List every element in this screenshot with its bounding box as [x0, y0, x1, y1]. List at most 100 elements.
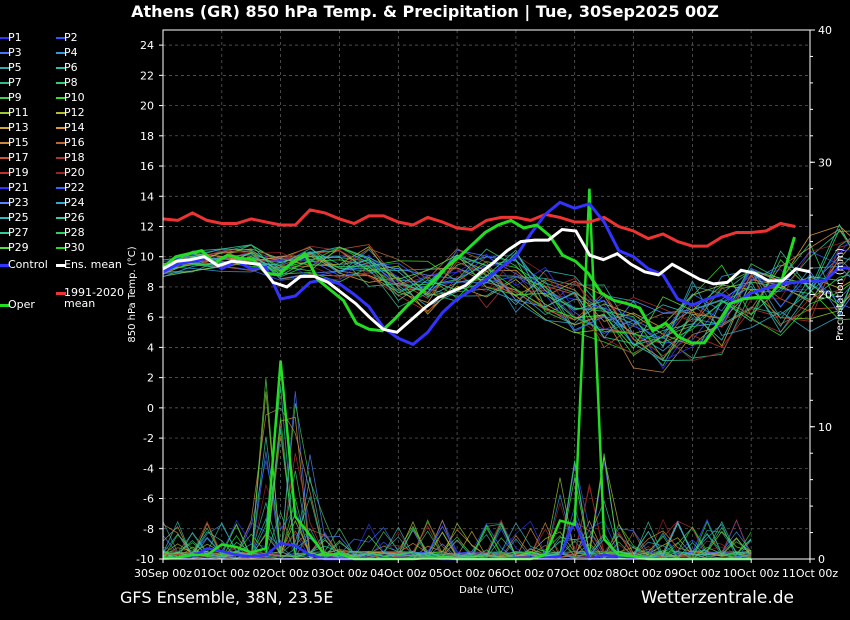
ensemble-members [162, 223, 850, 373]
x-tick-label: 07Oct 00z [547, 567, 604, 580]
model-info: GFS Ensemble, 38N, 23.5E [120, 588, 334, 607]
legend-swatch [56, 247, 66, 249]
legend-label: P8 [64, 76, 78, 89]
legend-label: P25 [8, 211, 29, 224]
legend-swatch [56, 187, 66, 189]
legend-label: P26 [64, 211, 85, 224]
member-line-p29 [162, 246, 850, 350]
y-tick-label: 24 [140, 39, 154, 52]
x-tick-label: 05Oct 00z [429, 567, 486, 580]
legend-label: P14 [64, 121, 85, 134]
y-tick-label: 2 [147, 372, 154, 385]
legend-swatch [56, 52, 66, 54]
legend-label: P13 [8, 121, 29, 134]
legend-swatch [0, 97, 10, 99]
legend-label: P10 [64, 91, 85, 104]
clim-mean-line [162, 208, 796, 248]
member-line-p27 [162, 223, 850, 362]
member-line-p5 [162, 250, 850, 347]
member-line-p6 [162, 237, 850, 339]
y-tick-label: 22 [140, 69, 154, 82]
legend-label: P6 [64, 61, 78, 74]
legend-swatch [56, 142, 66, 144]
x-tick-label: 09Oct 00z [664, 567, 721, 580]
legend-swatch [0, 82, 10, 84]
legend-swatch [56, 97, 66, 99]
x-tick-label: 02Oct 00z [252, 567, 309, 580]
member-line-p20 [162, 238, 850, 362]
y-tick-label: 6 [147, 311, 154, 324]
y2-tick-label: 40 [818, 24, 832, 37]
legend-label: P15 [8, 136, 29, 149]
member-line-p18 [162, 245, 850, 333]
legend-swatch [56, 264, 66, 267]
legend-label: P16 [64, 136, 85, 149]
legend-label: 1991-2020 [64, 286, 124, 299]
legend-swatch [56, 157, 66, 159]
member-line-p2 [162, 248, 850, 344]
legend-label: P21 [8, 181, 29, 194]
legend-label: Control [8, 258, 48, 271]
legend-swatch [0, 52, 10, 54]
x-tick-label: 10Oct 00z [723, 567, 780, 580]
legend: P1 P2 P3 P4 P5 P6 P7 P8 P9 P10 P11 P12 P13 P14 P15 P16 P… [0, 32, 130, 322]
member-line-p19 [162, 243, 850, 357]
legend-swatch [0, 202, 10, 204]
chart-title: Athens (GR) 850 hPa Temp. & Precipitatio… [131, 2, 719, 21]
y-tick-label: -8 [143, 523, 154, 536]
legend-swatch [56, 67, 66, 69]
member-precip-p27 [162, 436, 752, 560]
member-line-p13 [163, 245, 850, 347]
x-tick-label: 01Oct 00z [194, 567, 251, 580]
member-line-p25 [162, 246, 850, 341]
legend-label: Oper [8, 298, 35, 311]
legend-label: P18 [64, 151, 85, 164]
legend-label: Ens. mean [64, 258, 122, 271]
legend-label: P30 [64, 241, 85, 254]
legend-swatch [0, 217, 10, 219]
member-line-p24 [162, 248, 850, 349]
legend-swatch [0, 247, 10, 249]
y2-tick-label: 10 [818, 421, 832, 434]
member-line-p8 [162, 228, 850, 367]
member-precip-p21 [162, 519, 752, 560]
y-tick-label: 20 [140, 100, 154, 113]
member-line-p11 [162, 250, 850, 335]
y-tick-label: 4 [147, 341, 154, 354]
x-axis-label: Date (UTC) [459, 585, 514, 596]
y-tick-label: 0 [147, 402, 154, 415]
member-line-p23 [162, 252, 850, 339]
x-tick-label: 03Oct 00z [311, 567, 368, 580]
y2-axis-label: Precipitation (mm) [835, 248, 846, 341]
y2-tick-label: 30 [818, 156, 832, 169]
member-line-p10 [162, 256, 850, 354]
legend-swatch [0, 157, 10, 159]
legend-label: P5 [8, 61, 22, 74]
legend-label-clim-mean-2: mean [64, 297, 96, 310]
member-line-p14 [162, 225, 850, 361]
y-tick-label: 8 [147, 281, 154, 294]
x-tick-label: 04Oct 00z [370, 567, 427, 580]
legend-swatch [56, 172, 66, 174]
y2-tick-label: 20 [818, 289, 832, 302]
source-credit: Wetterzentrale.de [640, 588, 794, 608]
member-line-p26 [162, 248, 850, 346]
legend-swatch [0, 112, 10, 114]
legend-swatch [0, 67, 10, 69]
legend-swatch [56, 37, 66, 39]
legend-label: P11 [8, 106, 29, 119]
grid [162, 30, 811, 560]
member-line-p16 [162, 248, 850, 349]
member-line-p1 [162, 238, 850, 370]
legend-swatch [56, 217, 66, 219]
legend-swatch [0, 37, 10, 39]
member-line-p30 [162, 246, 850, 344]
plot-frame [162, 29, 811, 560]
legend-swatch [56, 82, 66, 84]
x-tick-label: 08Oct 00z [605, 567, 662, 580]
legend-swatch [0, 142, 10, 144]
member-line-p22 [162, 261, 850, 340]
legend-label: P29 [8, 241, 29, 254]
legend-swatch [56, 232, 66, 234]
x-tick-label: 06Oct 00z [488, 567, 545, 580]
